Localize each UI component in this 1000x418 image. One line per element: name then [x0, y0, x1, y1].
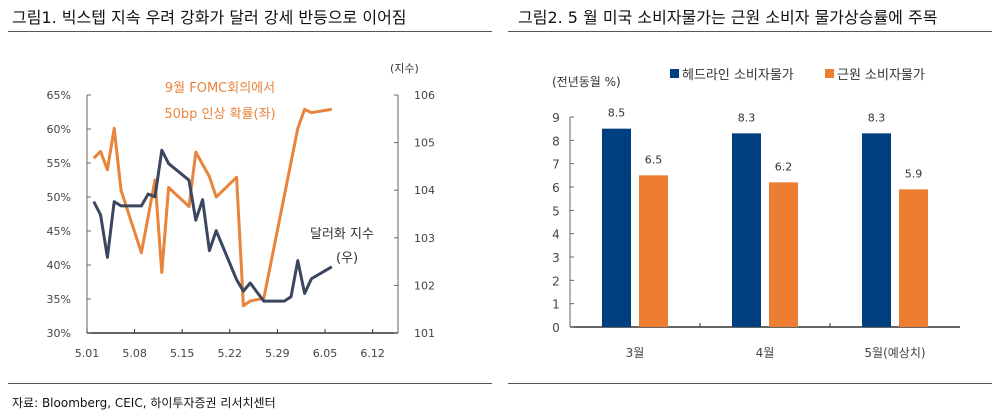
x-tick-label: 6.05 [313, 347, 338, 360]
y-left-tick-label: 65% [47, 89, 71, 102]
series-label: 50bp 인상 확률(좌) [164, 107, 275, 122]
figure1-title: 그림1. 빅스텝 지속 우려 강화가 달러 강세 반등으로 이어짐 [12, 8, 407, 27]
x-tick-label: 5.29 [265, 347, 290, 360]
y-right-tick-label: 104 [414, 184, 435, 197]
data-label: 5.9 [905, 167, 923, 180]
y-tick-label: 4 [552, 228, 560, 242]
y-right-tick-label: 102 [414, 279, 435, 292]
legend-label: 근원 소비자물가 [837, 68, 925, 83]
y-left-tick-label: 60% [47, 123, 71, 136]
bar-core [769, 182, 798, 327]
y-right-tick-label: 105 [414, 137, 435, 150]
y-tick-label: 6 [552, 181, 560, 195]
line-chart: 30% 35% 40% 45% 50% 55% 60% 65% 101 102 103 104 105 1… [47, 62, 435, 360]
x-tick-label: 3월 [626, 346, 645, 360]
y-tick-label: 9 [552, 111, 560, 125]
bar-headline [602, 128, 631, 327]
data-label: 6.5 [645, 153, 663, 166]
divider [508, 383, 992, 384]
legend-swatch [670, 69, 679, 78]
x-tick-label: 4월 [756, 346, 775, 360]
y-left-tick-label: 50% [47, 191, 71, 204]
legend-swatch [825, 69, 834, 78]
x-tick-label: 6.12 [360, 347, 385, 360]
divider [8, 31, 492, 32]
series-label: 달러화 지수 [310, 227, 374, 242]
figure2-title: 그림2. 5 월 미국 소비자물가는 근원 소비자 물가상승률에 주목 [518, 8, 938, 27]
source-note: 자료: Bloomberg, CEIC, 하이투자증권 리서치센터 [12, 396, 276, 410]
y-tick-label: 8 [552, 134, 560, 148]
legend-label: 헤드라인 소비자물가 [682, 68, 794, 83]
x-tick-label: 5.22 [218, 347, 243, 360]
x-tick-label: 5.15 [170, 347, 195, 360]
x-tick-label: 5.08 [122, 347, 147, 360]
data-label: 8.3 [738, 111, 756, 124]
bar-chart: 0 1 2 3 4 5 6 7 8 9 (전년동월 %) 3월 8.5 6.5 4월 8.3 6.2 5월(예상치… [552, 68, 960, 360]
bar-headline [732, 133, 761, 327]
y-right-tick-label: 101 [414, 327, 435, 340]
y-left-tick-label: 55% [47, 157, 71, 170]
divider [508, 31, 992, 32]
y-tick-label: 1 [552, 298, 560, 312]
y-left-tick-label: 35% [47, 293, 71, 306]
series-label: (우) [336, 251, 358, 266]
y-axis-label: (전년동월 %) [552, 75, 621, 89]
bar-core [639, 175, 668, 327]
y-right-unit: (지수) [390, 62, 419, 75]
y-tick-label: 7 [552, 158, 560, 172]
y-tick-label: 2 [552, 274, 560, 288]
y-tick-label: 3 [552, 251, 560, 265]
data-label: 6.2 [775, 160, 793, 173]
y-left-tick-label: 40% [47, 259, 71, 272]
series-label: 9월 FOMC회의에서 [165, 81, 275, 96]
divider [8, 383, 492, 384]
y-tick-label: 5 [552, 204, 560, 218]
y-left-tick-label: 30% [47, 327, 71, 340]
x-tick-label: 5월(예상치) [864, 346, 925, 360]
bar-core [899, 189, 928, 327]
data-label: 8.5 [608, 107, 626, 120]
y-tick-label: 0 [552, 321, 560, 335]
y-left-tick-label: 45% [47, 225, 71, 238]
bar-headline [862, 133, 891, 327]
x-tick-label: 5.01 [75, 347, 100, 360]
data-label: 8.3 [868, 111, 886, 124]
y-right-tick-label: 106 [414, 89, 435, 102]
y-right-tick-label: 103 [414, 232, 435, 245]
